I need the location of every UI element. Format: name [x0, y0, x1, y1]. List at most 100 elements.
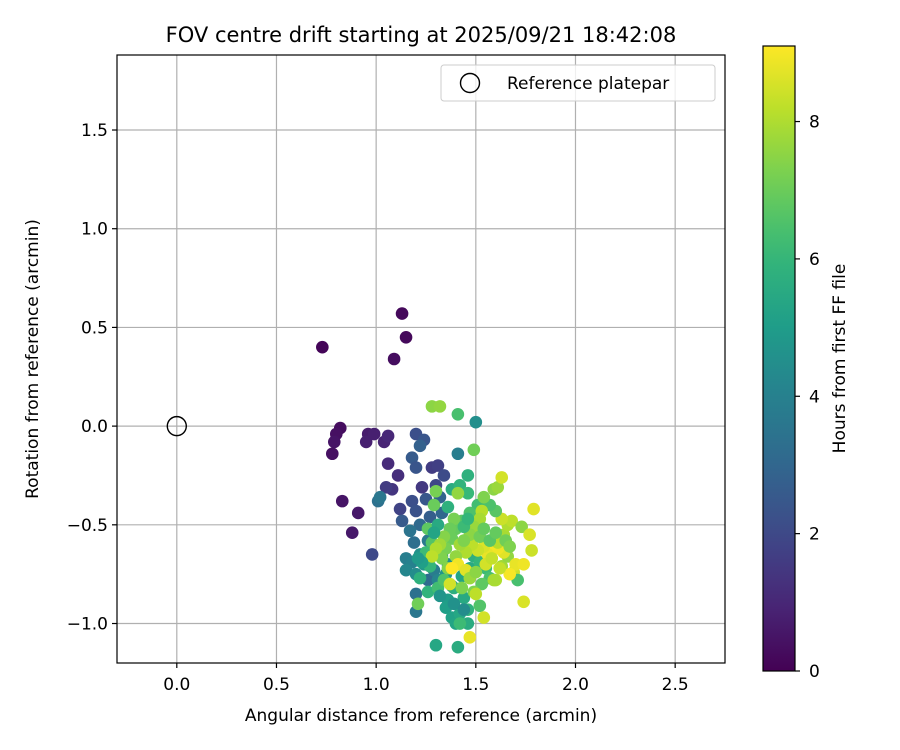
- data-point: [415, 481, 429, 494]
- colorbar-tick-label: 6: [809, 250, 820, 270]
- colorbar: 0 2 4 6 8 Hours from first FF file: [762, 45, 850, 682]
- data-point: [325, 447, 339, 461]
- data-point: [387, 352, 401, 366]
- data-point: [515, 520, 528, 534]
- data-point: [441, 500, 455, 514]
- data-point: [411, 552, 425, 565]
- data-point: [413, 571, 427, 585]
- axis-ticks: 0.0 0.5 1.0 1.5 2.0 2.5 −1.0 −0.5 0.0 0.5 1.0 1.5: [67, 121, 689, 695]
- data-point: [503, 540, 517, 553]
- legend-marker-reference: [459, 72, 481, 94]
- data-point: [427, 526, 441, 540]
- data-point: [431, 459, 445, 472]
- legend-box: [440, 64, 716, 102]
- data-point: [489, 526, 503, 540]
- data-point: [395, 514, 409, 528]
- data-point: [345, 526, 359, 540]
- data-point: [399, 330, 413, 344]
- data-point: [461, 486, 475, 500]
- data-point: [395, 307, 409, 320]
- data-point: [491, 481, 505, 494]
- data-point: [429, 484, 443, 498]
- data-point: [351, 506, 365, 520]
- data-point: [409, 504, 423, 518]
- reference-point-marker: [166, 415, 188, 437]
- data-point: [403, 524, 417, 538]
- x-tick-label: 0.0: [163, 675, 190, 695]
- data-point: [493, 561, 507, 575]
- data-point: [475, 577, 489, 591]
- data-point: [381, 457, 395, 470]
- data-point: [413, 439, 427, 453]
- x-tick-label: 1.0: [363, 675, 390, 695]
- data-point: [523, 528, 536, 541]
- data-point: [451, 486, 465, 500]
- data-point: [445, 561, 459, 575]
- data-point: [503, 567, 517, 581]
- data-point: [451, 407, 465, 421]
- data-point: [409, 587, 423, 601]
- data-point: [437, 469, 451, 482]
- colorbar-tick-label: 0: [809, 662, 820, 682]
- chart-title: FOV centre drift starting at 2025/09/21 …: [166, 23, 677, 47]
- data-point: [421, 585, 435, 599]
- data-point: [409, 461, 423, 474]
- data-point: [457, 534, 471, 547]
- grid: [117, 55, 725, 663]
- y-axis-label: Rotation from reference (arcmin): [23, 219, 43, 499]
- x-tick-label: 2.0: [562, 675, 589, 695]
- y-tick-label: −1.0: [67, 615, 108, 635]
- data-point: [407, 536, 421, 549]
- data-point: [367, 427, 381, 441]
- data-point: [379, 481, 393, 494]
- colorbar-tick-label: 4: [809, 387, 820, 407]
- data-point: [457, 603, 471, 617]
- data-point: [461, 512, 475, 526]
- reference-layer: [166, 415, 188, 437]
- data-point: [455, 581, 469, 595]
- data-point: [327, 435, 341, 449]
- data-point: [433, 400, 447, 413]
- data-point: [517, 557, 530, 571]
- data-point: [405, 494, 419, 508]
- data-point: [411, 597, 425, 611]
- data-point: [469, 565, 483, 579]
- data-point: [505, 514, 519, 528]
- data-point: [365, 548, 379, 561]
- data-point: [316, 340, 329, 354]
- y-tick-label: 1.0: [81, 220, 108, 240]
- data-point: [435, 552, 449, 565]
- data-point: [517, 595, 530, 609]
- data-point: [495, 471, 509, 484]
- data-point: [451, 640, 465, 654]
- colorbar-label: Hours from first FF file: [830, 264, 850, 454]
- data-point: [477, 522, 491, 536]
- colorbar-gradient: [762, 45, 796, 672]
- colorbar-tick-label: 8: [809, 113, 820, 133]
- data-point: [429, 638, 443, 652]
- y-tick-label: −0.5: [67, 516, 108, 536]
- data-point: [373, 490, 387, 504]
- data-point: [335, 494, 349, 508]
- y-tick-label: 1.5: [81, 121, 108, 141]
- data-point: [425, 550, 439, 563]
- data-point: [381, 429, 395, 443]
- data-point: [467, 443, 481, 457]
- data-point: [359, 435, 373, 449]
- data-point: [487, 573, 501, 587]
- data-point: [399, 563, 413, 577]
- colorbar-tick-label: 2: [809, 525, 820, 545]
- data-point: [477, 611, 491, 624]
- data-point: [443, 577, 457, 591]
- data-point: [447, 597, 461, 611]
- colorbar-ticks: 0 2 4 6 8: [795, 113, 820, 682]
- data-points: [316, 307, 540, 654]
- data-point: [393, 502, 407, 516]
- data-point: [473, 599, 487, 613]
- x-tick-label: 1.5: [462, 675, 489, 695]
- data-point: [469, 587, 483, 601]
- data-point: [461, 469, 475, 482]
- data-point: [423, 510, 437, 524]
- data-point: [457, 591, 471, 605]
